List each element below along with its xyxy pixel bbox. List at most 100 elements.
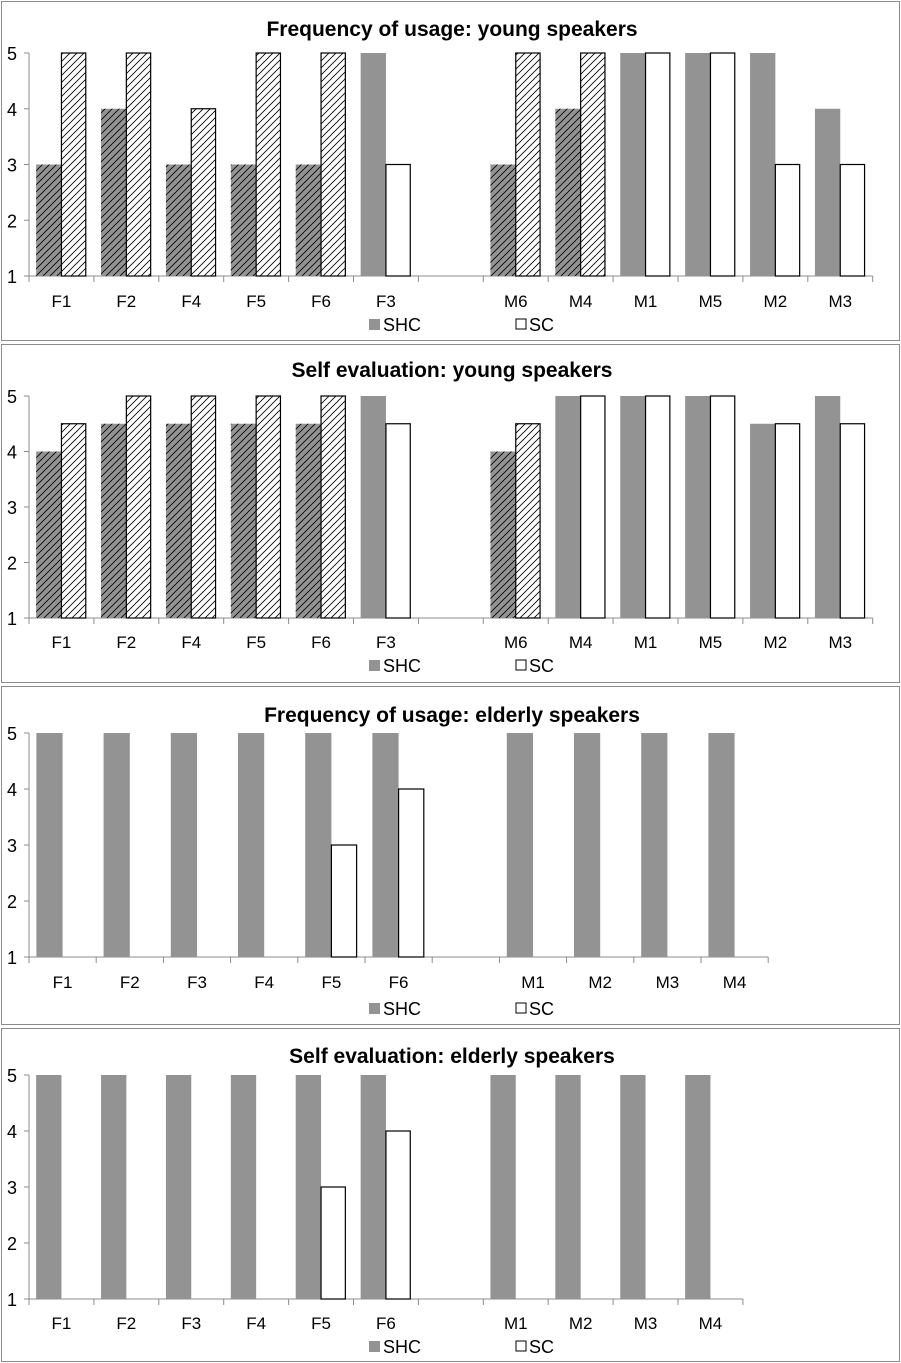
y-tick-label: 2 [7,554,17,574]
legend-label-sc: SC [529,656,554,676]
bar-shc [555,396,581,618]
bar-sc [644,52,671,277]
bar-shc-hatch [165,423,192,618]
y-tick-label: 1 [7,267,17,287]
y-tick-label: 2 [7,211,17,231]
x-tick-label: F2 [120,973,140,992]
legend-swatch-shc [369,660,380,671]
x-tick-label: F1 [52,1314,72,1333]
bar-sc [320,1186,346,1300]
x-tick-label: F3 [376,292,396,311]
x-tick-label: M4 [723,973,747,992]
bar-shc [36,733,63,957]
x-tick-label: F1 [52,292,72,311]
legend-label-shc: SHC [383,656,421,676]
bar-shc-hatch [230,164,257,276]
x-tick-label: F5 [246,633,266,652]
x-tick-label: F5 [321,973,341,992]
bar-shc-hatch [36,451,62,618]
x-tick-label: M2 [588,973,612,992]
chart-title: Frequency of usage: young speakers [266,18,637,41]
bar-shc [360,1075,386,1299]
x-tick-label: M1 [504,1314,528,1333]
bar-shc [237,733,265,957]
bar-sc [385,163,411,277]
chart-title: Self evaluation: young speakers [292,359,613,382]
bar-shc [685,1075,711,1299]
y-tick-label: 1 [7,609,17,629]
bar-shc-hatch [490,164,516,276]
y-tick-label: 3 [7,498,17,518]
y-tick-label: 2 [7,1234,17,1254]
chart-title: Self evaluation: elderly speakers [289,1045,615,1068]
chart-panel-4: Self evaluation: elderly speakers 1 2 3 4 5 F1… [1,1028,900,1362]
legend-swatch-sc [515,1002,527,1014]
bar-sc [774,163,801,277]
x-tick-label: F1 [53,973,73,992]
bar-sc [839,163,866,277]
y-tick-label: 4 [7,100,17,120]
bar-sc [398,788,425,958]
bar-shc [685,53,711,276]
bar-shc-hatch [101,423,127,618]
x-tick-label: F3 [376,633,396,652]
bar-shc-hatch [165,164,192,276]
x-tick-label: F4 [181,292,201,311]
bar-sc-hatch [515,423,541,618]
x-tick-label: F6 [311,292,331,311]
chart-panel-2: Self evaluation: young speakers 1 2 3 4 5 F1 F2… [1,344,900,683]
x-tick-label: F1 [52,633,72,652]
x-tick-label: M1 [521,973,545,992]
x-tick-label: M3 [828,633,852,652]
bar-sc-hatch [580,53,605,276]
bar-sc-hatch [191,396,216,618]
y-tick-label: 4 [7,780,17,800]
bar-sc [709,395,736,619]
bar-shc [101,1075,127,1299]
y-tick-label: 1 [7,948,17,968]
bar-shc [685,396,711,618]
bar-sc-hatch [61,53,86,276]
x-tick-label: M4 [569,292,593,311]
y-tick-label: 2 [7,892,17,912]
x-tick-label: F6 [389,973,409,992]
bar-shc [814,108,841,276]
legend-swatch-sc [515,659,527,671]
y-tick-label: 3 [7,1178,17,1198]
bar-sc [839,423,866,619]
x-tick-label: M1 [634,633,658,652]
x-tick-label: F4 [254,973,274,992]
y-tick-label: 3 [7,836,17,856]
legend-swatch-sc [515,1340,527,1352]
x-tick-label: F2 [116,633,136,652]
bar-sc-hatch [256,396,281,618]
bar-shc-hatch [230,423,257,618]
bar-sc-hatch [515,53,541,276]
legend-label-sc: SC [529,315,554,335]
bar-shc [506,733,533,957]
x-tick-label: M5 [699,292,723,311]
bar-shc-hatch [295,164,322,276]
legend-label-shc: SHC [383,999,421,1019]
x-tick-label: F5 [246,292,266,311]
y-tick-label: 1 [7,1290,17,1310]
bar-sc-hatch [321,53,346,276]
y-tick-label: 5 [7,724,17,744]
bar-shc [230,1075,257,1299]
bar-shc [750,423,776,618]
legend-swatch-shc [369,319,380,330]
x-tick-label: M4 [699,1314,723,1333]
bar-sc [385,423,411,619]
bar-shc [103,733,130,957]
bar-shc-hatch [490,451,516,618]
y-tick-label: 4 [7,443,17,463]
bar-sc [644,395,671,619]
legend-label-sc: SC [529,1337,554,1357]
x-tick-label: M4 [569,633,593,652]
bar-shc [490,1075,516,1299]
bar-shc [814,396,841,618]
bar-shc [165,1075,192,1299]
x-tick-label: M3 [828,292,852,311]
bar-sc-hatch [191,108,216,276]
bar-shc-hatch [101,108,127,276]
